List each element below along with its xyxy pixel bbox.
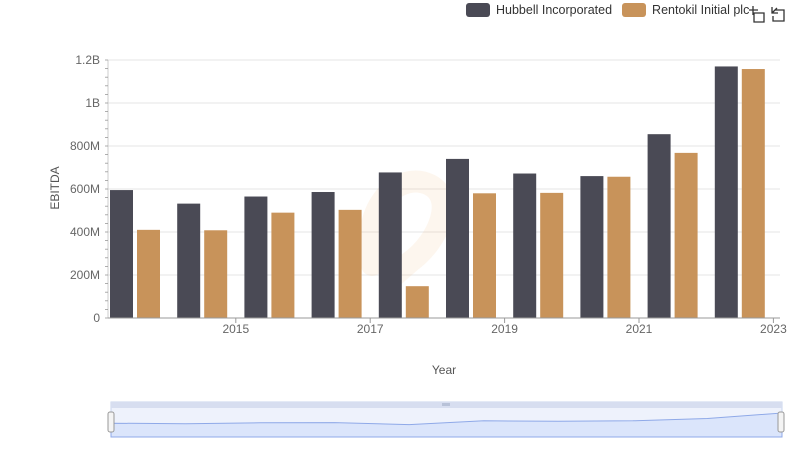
y-tick-label: 600M — [70, 182, 100, 196]
bar-rentokil-2019[interactable] — [473, 193, 496, 318]
legend-item-rentokil[interactable]: Rentokil Initial plc — [622, 3, 749, 17]
bar-rentokil-2020[interactable] — [540, 192, 564, 318]
bar-hubbell-2023[interactable] — [714, 66, 738, 318]
legend: Hubbell Incorporated Rentokil Initial pl… — [466, 3, 759, 17]
bar-rentokil-2015[interactable] — [204, 230, 228, 318]
bar-hubbell-2019[interactable] — [446, 158, 469, 318]
legend-swatch — [622, 3, 647, 17]
navigator-left-handle[interactable] — [107, 411, 115, 433]
bar-rentokil-2016[interactable] — [271, 212, 295, 318]
y-tick-label: 1.2B — [75, 53, 100, 67]
y-axis: 0 200M 400M 600M 800M 1B 1.2B — [70, 53, 109, 325]
legend-label: Hubbell Incorporated — [496, 3, 613, 17]
y-tick-label: 0 — [93, 311, 100, 325]
x-axis-title: Year — [432, 363, 456, 377]
bar-hubbell-2020[interactable] — [513, 173, 537, 318]
y-axis-title: EBITDA — [48, 166, 62, 209]
crosshair-zoom-icon[interactable] — [748, 5, 766, 23]
bar-rentokil-2017[interactable] — [338, 209, 362, 318]
bar-hubbell-2016[interactable] — [244, 196, 268, 318]
x-axis: 2015 2017 2019 2021 2023 — [108, 317, 787, 336]
y-tick-label: 200M — [70, 268, 100, 282]
y-tick-label: 1B — [85, 96, 100, 110]
bar-hubbell-2014[interactable] — [110, 190, 133, 318]
chart-toolbar — [746, 5, 786, 23]
y-tick-label: 400M — [70, 225, 100, 239]
x-tick-label: 2017 — [357, 322, 384, 336]
bar-hubbell-2015[interactable] — [177, 203, 201, 318]
bar-rentokil-2018[interactable] — [405, 286, 429, 318]
watermark-logo — [358, 170, 454, 286]
x-tick-label: 2019 — [491, 322, 518, 336]
range-navigator[interactable] — [107, 401, 785, 438]
x-tick-label: 2015 — [222, 322, 249, 336]
bars — [110, 66, 765, 318]
legend-item-hubbell[interactable]: Hubbell Incorporated — [466, 3, 612, 17]
legend-label: Rentokil Initial plc — [652, 3, 750, 17]
bar-hubbell-2022[interactable] — [647, 134, 671, 318]
legend-swatch — [466, 3, 490, 17]
navigator-right-handle[interactable] — [777, 411, 785, 433]
bar-rentokil-2023[interactable] — [741, 69, 765, 318]
bar-rentokil-2014[interactable] — [137, 229, 160, 318]
reset-zoom-icon[interactable] — [768, 5, 786, 23]
x-tick-label: 2023 — [760, 322, 787, 336]
bar-rentokil-2021[interactable] — [607, 176, 631, 318]
y-tick-label: 800M — [70, 139, 100, 153]
bar-hubbell-2021[interactable] — [580, 176, 604, 318]
bar-hubbell-2017[interactable] — [311, 192, 335, 318]
bar-rentokil-2022[interactable] — [674, 152, 698, 318]
x-tick-label: 2021 — [626, 322, 653, 336]
navigator-grip-icon[interactable] — [442, 403, 450, 406]
bar-hubbell-2018[interactable] — [378, 172, 402, 318]
